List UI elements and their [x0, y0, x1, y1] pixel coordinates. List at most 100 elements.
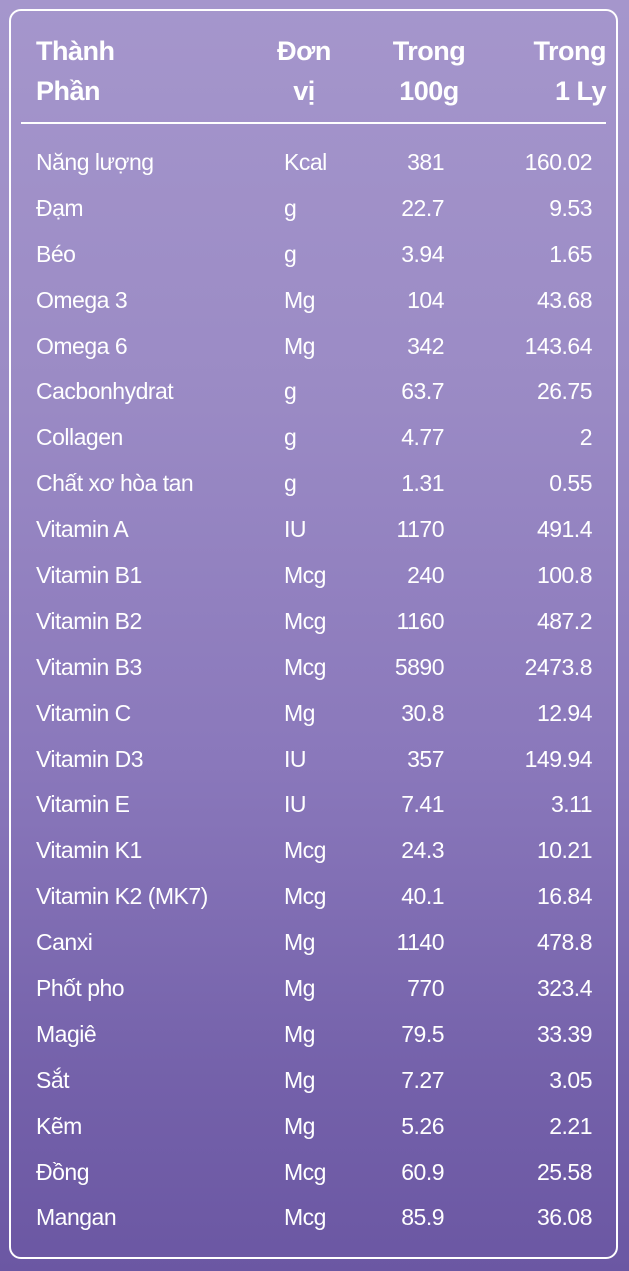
table-row: Phốt pho Mg 770 323.4	[11, 966, 616, 1012]
row-per-cup-value: 3.11	[550, 791, 593, 818]
row-unit: IU	[284, 791, 307, 818]
row-per-100g-value: 1170	[396, 516, 445, 543]
row-ingredient-name: Béo	[36, 240, 76, 267]
row-unit: Mcg	[284, 883, 326, 910]
header-ingredient: Thành Phần	[36, 36, 115, 106]
row-unit: Mg	[284, 699, 315, 726]
row-ingredient-name: Vitamin D3	[36, 745, 144, 772]
row-unit: Kcal	[284, 149, 327, 175]
table-row: Sắt Mg 7.27 3.05	[11, 1058, 616, 1104]
row-per-100g-value: 7.27	[401, 1066, 444, 1093]
row-ingredient-name: Vitamin B1	[36, 562, 142, 589]
table-body: Năng lượng Kcal 381 160.02 Đạm g 22.7 9.53 Béo g 3…	[11, 140, 616, 1241]
row-per-100g-value: 60.9	[401, 1158, 444, 1185]
row-per-cup-value: 160.02	[524, 149, 593, 175]
row-per-100g-value: 79.5	[401, 1020, 444, 1047]
row-per-cup-value: 478.8	[536, 929, 593, 956]
row-per-100g-value: 85.9	[401, 1204, 444, 1231]
row-ingredient-name: Năng lượng	[36, 149, 154, 175]
table-row: Mangan Mcg 85.9 36.08	[11, 1195, 616, 1241]
row-ingredient-name: Canxi	[36, 929, 93, 956]
row-per-100g-value: 3.94	[401, 240, 444, 267]
row-per-cup-value: 16.84	[536, 883, 593, 910]
row-unit: Mg	[284, 286, 315, 313]
table-row: Vitamin K2 (MK7) Mcg 40.1 16.84	[11, 874, 616, 920]
row-ingredient-name: Omega 6	[36, 332, 128, 359]
row-per-100g-value: 1160	[396, 607, 445, 634]
row-per-cup-value: 2473.8	[524, 653, 593, 680]
row-unit: Mg	[284, 1112, 315, 1139]
row-ingredient-name: Kẽm	[36, 1112, 82, 1139]
row-per-cup-value: 43.68	[536, 286, 593, 313]
row-per-cup-value: 2.21	[549, 1112, 592, 1139]
row-per-100g-value: 342	[407, 332, 444, 359]
row-per-cup-value: 323.4	[536, 975, 593, 1002]
row-per-100g-value: 1140	[396, 929, 445, 956]
row-per-cup-value: 12.94	[536, 699, 593, 726]
table-row: Năng lượng Kcal 381 160.02	[11, 140, 616, 186]
row-per-cup-value: 100.8	[536, 562, 593, 589]
table-row: Đạm g 22.7 9.53	[11, 186, 616, 232]
row-per-100g-value: 104	[407, 286, 444, 313]
row-per-cup-value: 9.53	[549, 194, 592, 221]
table-row: Cacbonhydrat g 63.7 26.75	[11, 369, 616, 415]
row-ingredient-name: Sắt	[36, 1066, 70, 1093]
row-per-cup-value: 149.94	[524, 745, 593, 772]
row-ingredient-name: Magiê	[36, 1020, 97, 1047]
row-per-cup-value: 143.64	[524, 332, 593, 359]
row-ingredient-name: Vitamin A	[36, 516, 129, 543]
row-unit: IU	[284, 516, 307, 543]
header-divider	[21, 122, 606, 124]
row-ingredient-name: Vitamin B2	[36, 607, 142, 634]
row-per-cup-value: 2	[579, 424, 593, 451]
row-unit: Mcg	[284, 1204, 326, 1231]
row-unit: g	[284, 470, 297, 497]
row-per-cup-value: 3.05	[549, 1066, 592, 1093]
row-unit: Mcg	[284, 1158, 326, 1185]
row-unit: Mg	[284, 332, 315, 359]
table-row: Magiê Mg 79.5 33.39	[11, 1012, 616, 1058]
table-row: Chất xơ hòa tan g 1.31 0.55	[11, 461, 616, 507]
table-row: Kẽm Mg 5.26 2.21	[11, 1104, 616, 1150]
row-ingredient-name: Vitamin E	[36, 791, 130, 818]
row-ingredient-name: Vitamin B3	[36, 653, 142, 680]
table-row: Vitamin C Mg 30.8 12.94	[11, 691, 616, 737]
row-per-100g-value: 30.8	[401, 699, 444, 726]
row-per-100g-value: 381	[407, 149, 444, 175]
row-per-cup-value: 0.55	[549, 470, 592, 497]
row-per-100g-value: 357	[407, 745, 444, 772]
row-unit: Mg	[284, 929, 315, 956]
row-unit: g	[284, 424, 297, 451]
table-header: Thành Phần Đơn vị Trong 100g Trong 1 Ly	[11, 11, 616, 121]
row-per-cup-value: 491.4	[536, 516, 593, 543]
row-unit: g	[284, 378, 297, 405]
row-unit: g	[284, 194, 297, 221]
row-unit: IU	[284, 745, 307, 772]
row-per-cup-value: 487.2	[536, 607, 593, 634]
row-unit: g	[284, 240, 297, 267]
row-per-100g-value: 24.3	[401, 837, 444, 864]
row-ingredient-name: Omega 3	[36, 286, 128, 313]
row-per-100g-value: 22.7	[401, 194, 444, 221]
row-per-100g-value: 40.1	[401, 883, 444, 910]
row-per-100g-value: 770	[407, 975, 444, 1002]
row-per-cup-value: 25.58	[536, 1158, 593, 1185]
row-ingredient-name: Cacbonhydrat	[36, 378, 174, 405]
table-row: Vitamin B1 Mcg 240 100.8	[11, 553, 616, 599]
table-row: Vitamin B3 Mcg 5890 2473.8	[11, 645, 616, 691]
table-row: Omega 6 Mg 342 143.64	[11, 324, 616, 370]
row-per-100g-value: 63.7	[401, 378, 444, 405]
table-row: Collagen g 4.77 2	[11, 415, 616, 461]
header-per-100g: Trong 100g	[392, 36, 466, 106]
row-per-cup-value: 36.08	[536, 1204, 593, 1231]
row-per-100g-value: 5890	[394, 653, 445, 680]
row-unit: Mg	[284, 1066, 315, 1093]
header-per-cup: Trong 1 Ly	[533, 36, 607, 106]
row-ingredient-name: Đạm	[36, 194, 84, 221]
row-ingredient-name: Đồng	[36, 1158, 89, 1185]
table-row: Vitamin A IU 1170 491.4	[11, 507, 616, 553]
table-row: Canxi Mg 1140 478.8	[11, 920, 616, 966]
row-unit: Mg	[284, 1020, 315, 1047]
row-per-100g-value: 5.26	[401, 1112, 444, 1139]
row-per-100g-value: 4.77	[401, 424, 444, 451]
